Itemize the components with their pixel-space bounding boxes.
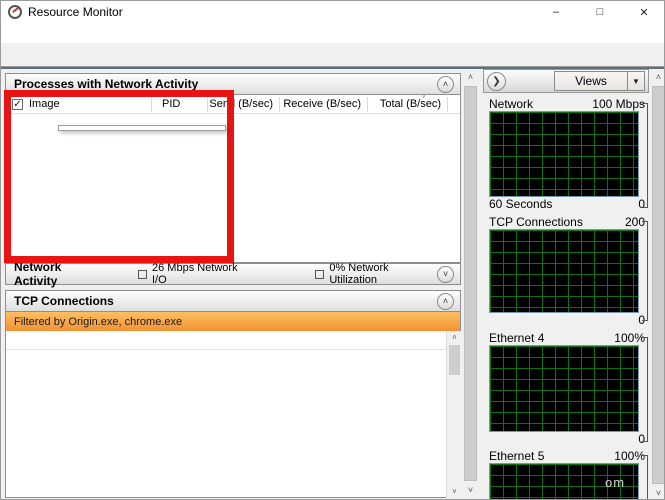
expand-chevron-down-icon[interactable]: ˅ xyxy=(437,265,455,283)
views-button[interactable]: Views ▼ xyxy=(554,71,645,91)
views-button-label[interactable]: Views xyxy=(575,74,607,88)
tcp-scrollbar[interactable]: ˄ ˅ xyxy=(446,331,461,498)
column-send[interactable]: Send (B/sec) xyxy=(208,96,280,112)
tcp-table-header xyxy=(6,331,460,350)
scale-bracket xyxy=(642,221,648,321)
processes-section-header[interactable]: Processes with Network Activity ˄ xyxy=(5,73,461,95)
graph-ymin: 0 xyxy=(638,313,645,327)
ethernet4-graph-group: Ethernet 4 100% 0 xyxy=(489,331,647,446)
ethernet4-graph xyxy=(489,345,639,432)
column-total[interactable]: Total (B/sec) ˅ xyxy=(368,95,448,112)
network-activity-bar[interactable]: Network Activity 26 Mbps Network I/O 0% … xyxy=(5,260,461,288)
network-activity-title: Network Activity xyxy=(14,260,62,288)
close-button[interactable]: ✕ xyxy=(639,6,649,19)
context-menu xyxy=(58,125,226,131)
app-gauge-icon xyxy=(8,5,22,19)
collapse-chevron-up-icon[interactable]: ˄ xyxy=(437,75,454,93)
scroll-down-icon[interactable]: ˅ xyxy=(467,485,474,495)
graph-ymin: 0 xyxy=(638,432,645,446)
scrollbar-thumb[interactable] xyxy=(652,86,664,484)
scroll-down-icon[interactable]: ˅ xyxy=(452,487,457,496)
collapse-chevron-up-icon[interactable]: ˄ xyxy=(437,292,454,310)
scrollbar-thumb[interactable] xyxy=(449,345,460,375)
column-pid[interactable]: PID xyxy=(152,96,208,112)
tcp-connections-graph xyxy=(489,229,639,313)
ethernet5-graph xyxy=(489,463,639,499)
tcp-connections-section: TCP Connections ˄ Filtered by Origin.exe… xyxy=(5,290,461,498)
checkbox-checked[interactable]: ✓ xyxy=(12,98,23,110)
graph-title: Ethernet 4 xyxy=(489,331,545,345)
menu-bar xyxy=(1,23,664,43)
title-bar: Resource Monitor – □ ✕ xyxy=(1,1,664,23)
tcp-section-header[interactable]: TCP Connections ˄ xyxy=(5,290,461,312)
sort-indicator-icon: ˅ xyxy=(421,95,426,101)
graph-ymax: 100% xyxy=(614,449,645,463)
filter-status-bar: Filtered by Origin.exe, chrome.exe xyxy=(5,312,461,331)
annotation-highlight-rectangle xyxy=(4,90,234,263)
column-image[interactable]: ✓ Image xyxy=(6,96,152,112)
scale-bracket xyxy=(642,103,648,208)
tab-strip xyxy=(1,43,664,67)
watermark-text: om xyxy=(605,475,626,490)
ethernet5-graph-group: Ethernet 5 100% xyxy=(489,449,647,499)
graph-ymax: 200 xyxy=(624,215,645,229)
collapse-panel-chevron-right-icon[interactable]: ❯ xyxy=(487,71,506,91)
network-graph xyxy=(489,111,639,197)
scale-bracket xyxy=(642,455,648,499)
network-graph-group: Network 100 Mbps 60 Seconds 0 xyxy=(489,97,647,211)
tcp-graph-group: TCP Connections 200 0 xyxy=(489,215,647,327)
network-activity-section: Network Activity 26 Mbps Network I/O 0% … xyxy=(5,260,461,288)
graph-xlabel: 60 Seconds xyxy=(489,197,553,211)
network-utilization-legend: 0% Network Utilization xyxy=(315,262,437,286)
network-io-color-icon xyxy=(138,269,147,279)
tab-separator-line xyxy=(1,67,664,69)
graph-title: Ethernet 5 xyxy=(489,449,545,463)
scroll-up-icon[interactable]: ˄ xyxy=(452,333,457,342)
window-title: Resource Monitor xyxy=(28,5,123,19)
graphs-panel: ❯ Views ▼ Network 100 Mbps 60 Seconds 0 TC… xyxy=(483,67,649,499)
left-panel-scrollbar[interactable]: ˄ ˅ xyxy=(463,69,478,498)
scroll-up-icon[interactable]: ˄ xyxy=(655,72,662,82)
column-receive[interactable]: Receive (B/sec) xyxy=(280,96,368,112)
graph-title: Network xyxy=(489,97,534,111)
graph-title: TCP Connections xyxy=(489,215,583,229)
tcp-table xyxy=(5,331,461,498)
scale-bracket xyxy=(642,337,648,442)
graph-ymin: 0 xyxy=(638,197,645,211)
graph-ymax: 100% xyxy=(614,331,645,345)
views-dropdown-icon[interactable]: ▼ xyxy=(627,72,644,90)
maximize-button[interactable]: □ xyxy=(596,6,604,18)
processes-section-title: Processes with Network Activity xyxy=(14,77,199,91)
graphs-panel-toolbar: ❯ Views ▼ xyxy=(483,69,649,93)
network-utilization-color-icon xyxy=(315,269,325,279)
right-panel-scrollbar[interactable]: ˄ ˅ xyxy=(651,69,664,499)
graph-ymax: 100 Mbps xyxy=(592,97,645,111)
minimize-button[interactable]: – xyxy=(552,6,560,18)
scroll-up-icon[interactable]: ˄ xyxy=(467,72,474,82)
network-io-legend: 26 Mbps Network I/O xyxy=(138,262,253,286)
scroll-down-icon[interactable]: ˅ xyxy=(655,488,662,498)
tcp-section-title: TCP Connections xyxy=(14,294,114,308)
scrollbar-thumb[interactable] xyxy=(464,86,477,481)
